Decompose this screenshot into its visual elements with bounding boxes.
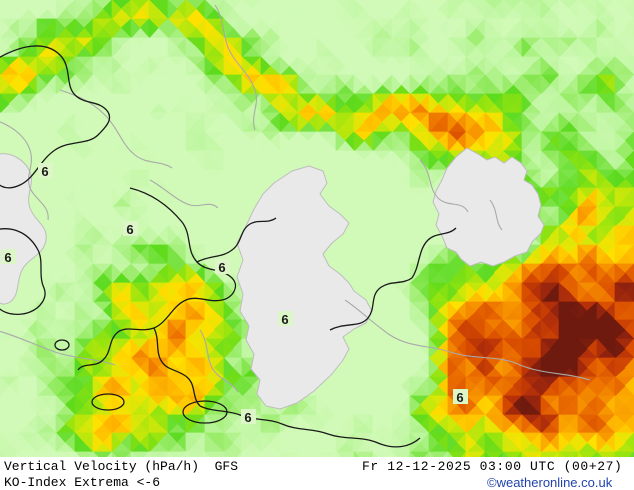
svg-text:6: 6 <box>4 250 11 265</box>
svg-text:6: 6 <box>126 222 133 237</box>
svg-text:6: 6 <box>41 164 48 179</box>
svg-text:6: 6 <box>218 260 225 275</box>
svg-text:6: 6 <box>456 390 463 405</box>
svg-text:6: 6 <box>244 410 251 425</box>
svg-text:6: 6 <box>281 312 288 327</box>
